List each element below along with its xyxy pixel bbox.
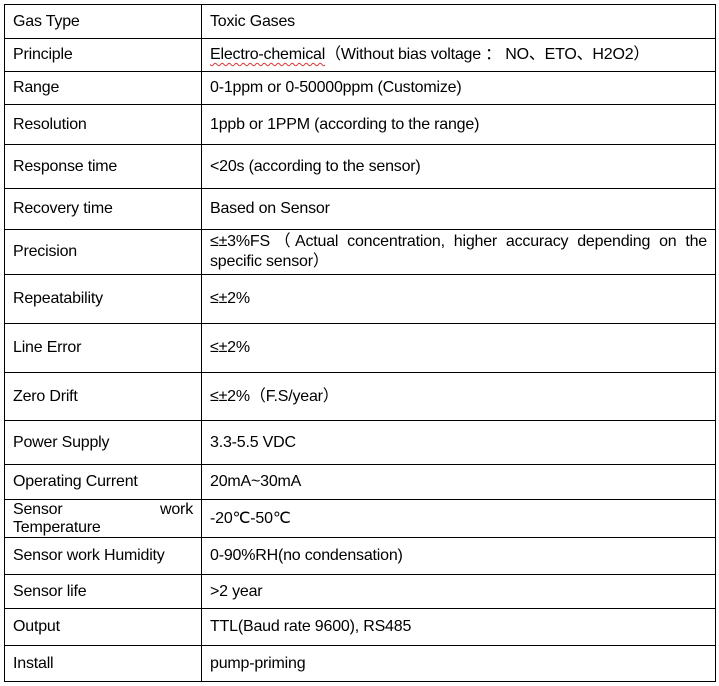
- spec-label-text: Line Error: [13, 339, 82, 356]
- spec-label-text: Range: [13, 79, 60, 96]
- spec-value: 0-90%RH(no condensation): [201, 537, 716, 575]
- table-row: Line Error ≤±2%: [4, 323, 716, 373]
- spec-label-text: Principle: [13, 46, 73, 63]
- spec-value: ≤±2%: [201, 274, 716, 324]
- spec-label-text: Output: [13, 618, 60, 635]
- spec-value-text: 1ppb or 1PPM (according to the range): [210, 115, 480, 133]
- spec-label: Precision: [4, 229, 202, 275]
- spec-label: Power Supply: [4, 420, 202, 465]
- spec-label-line2: Temperature: [13, 518, 101, 536]
- spec-label: Line Error: [4, 323, 202, 373]
- spec-value-text: ≤±3%FS（Actual concentration, higher accu…: [210, 233, 707, 270]
- spec-value: 20mA~30mA: [201, 464, 716, 500]
- spec-label-text: Response time: [13, 157, 118, 175]
- table-row: Power Supply 3.3-5.5 VDC: [4, 420, 716, 465]
- spec-value-text: <20s (according to the sensor): [210, 157, 421, 175]
- spec-value: ≤±3%FS（Actual concentration, higher accu…: [201, 229, 716, 275]
- spec-value-text: pump-priming: [210, 654, 306, 672]
- spec-value: 1ppb or 1PPM (according to the range): [201, 104, 716, 145]
- spec-value: <20s (according to the sensor): [201, 144, 716, 189]
- table-row: Gas Type Toxic Gases: [4, 4, 716, 39]
- spec-label: Install: [4, 645, 202, 682]
- spec-label-text: Precision: [13, 243, 78, 260]
- spec-value: ≤±2%（F.S/year）: [201, 372, 716, 421]
- table-row: Precision ≤±3%FS（Actual concentration, hi…: [4, 229, 716, 275]
- spec-label-text: Sensor life: [13, 582, 87, 600]
- table-row: Sensor work Temperature -20℃-50℃: [4, 499, 716, 538]
- spec-label-text: Power Supply: [13, 433, 110, 451]
- spec-value: 0-1ppm or 0-50000ppm (Customize): [201, 71, 716, 105]
- spec-value-text: Toxic Gases: [210, 12, 295, 30]
- spec-value-text: -20℃-50℃: [210, 509, 291, 527]
- spec-label-text: Gas Type: [13, 12, 80, 30]
- spec-label-text: Resolution: [13, 115, 87, 133]
- spec-value: ≤±2%: [201, 323, 716, 373]
- spec-value-text: Based on Sensor: [210, 200, 330, 217]
- spec-value-text: ≤±2%: [210, 339, 250, 356]
- spec-value-text: >2 year: [210, 582, 263, 600]
- spec-label-text: Sensor work Humidity: [13, 547, 165, 564]
- spec-value-text: 0-90%RH(no condensation): [210, 547, 403, 564]
- table-row: Response time <20s (according to the sens…: [4, 144, 716, 189]
- table-row: Sensor life >2 year: [4, 574, 716, 609]
- spec-label: Repeatability: [4, 274, 202, 324]
- table-row: Sensor work Humidity 0-90%RH(no condensat…: [4, 537, 716, 575]
- spec-value: Based on Sensor: [201, 188, 716, 230]
- spec-value-underlined: Electro-chemical: [210, 46, 326, 63]
- spec-label-text: Repeatability: [13, 290, 103, 307]
- spec-value: Electro-chemical（Without bias voltage ： …: [201, 38, 716, 72]
- spec-value: pump-priming: [201, 645, 716, 682]
- table-row: Range 0-1ppm or 0-50000ppm (Customize): [4, 71, 716, 105]
- spec-label-line1: Sensor work: [13, 500, 193, 518]
- spec-label-text: Zero Drift: [13, 387, 78, 405]
- table-row: Resolution 1ppb or 1PPM (according to the…: [4, 104, 716, 145]
- spec-value-text: TTL(Baud rate 9600), RS485: [210, 618, 412, 635]
- spec-value: -20℃-50℃: [201, 499, 716, 538]
- table-row: Repeatability ≤±2%: [4, 274, 716, 324]
- spec-label: Principle: [4, 38, 202, 72]
- spec-label: Range: [4, 71, 202, 105]
- spec-label: Output: [4, 608, 202, 646]
- spec-label: Resolution: [4, 104, 202, 145]
- spec-label: Recovery time: [4, 188, 202, 230]
- spec-value: >2 year: [201, 574, 716, 609]
- spec-label: Sensor work Humidity: [4, 537, 202, 575]
- spec-value-text: 20mA~30mA: [210, 473, 302, 490]
- spec-value: 3.3-5.5 VDC: [201, 420, 716, 465]
- table-row: Operating Current 20mA~30mA: [4, 464, 716, 500]
- spec-label-text: Install: [13, 654, 54, 672]
- table-row: Zero Drift ≤±2%（F.S/year）: [4, 372, 716, 421]
- spec-label-text: Recovery time: [13, 200, 113, 217]
- table-row: Output TTL(Baud rate 9600), RS485: [4, 608, 716, 646]
- spec-value-text: ≤±2%（F.S/year）: [210, 387, 339, 405]
- spec-value-text: 3.3-5.5 VDC: [210, 433, 296, 451]
- spec-value: Toxic Gases: [201, 4, 716, 39]
- table-row: Principle Electro-chemical（Without bias v…: [4, 38, 716, 72]
- spec-label: Sensor life: [4, 574, 202, 609]
- table-row: Recovery time Based on Sensor: [4, 188, 716, 230]
- spec-value: TTL(Baud rate 9600), RS485: [201, 608, 716, 646]
- spec-label: Response time: [4, 144, 202, 189]
- spec-table: Gas Type Toxic Gases Principle Electro-chem…: [4, 4, 716, 682]
- spec-value-text: 0-1ppm or 0-50000ppm (Customize): [210, 79, 462, 96]
- spec-value-text: （Without bias voltage ： NO、ETO、H2O2）: [325, 46, 650, 63]
- spec-label-text: Operating Current: [13, 473, 138, 490]
- spec-label: Gas Type: [4, 4, 202, 39]
- spec-label: Operating Current: [4, 464, 202, 500]
- spec-label: Sensor work Temperature: [4, 499, 202, 538]
- spec-value-text: ≤±2%: [210, 290, 250, 307]
- table-row: Install pump-priming: [4, 645, 716, 682]
- spec-label: Zero Drift: [4, 372, 202, 421]
